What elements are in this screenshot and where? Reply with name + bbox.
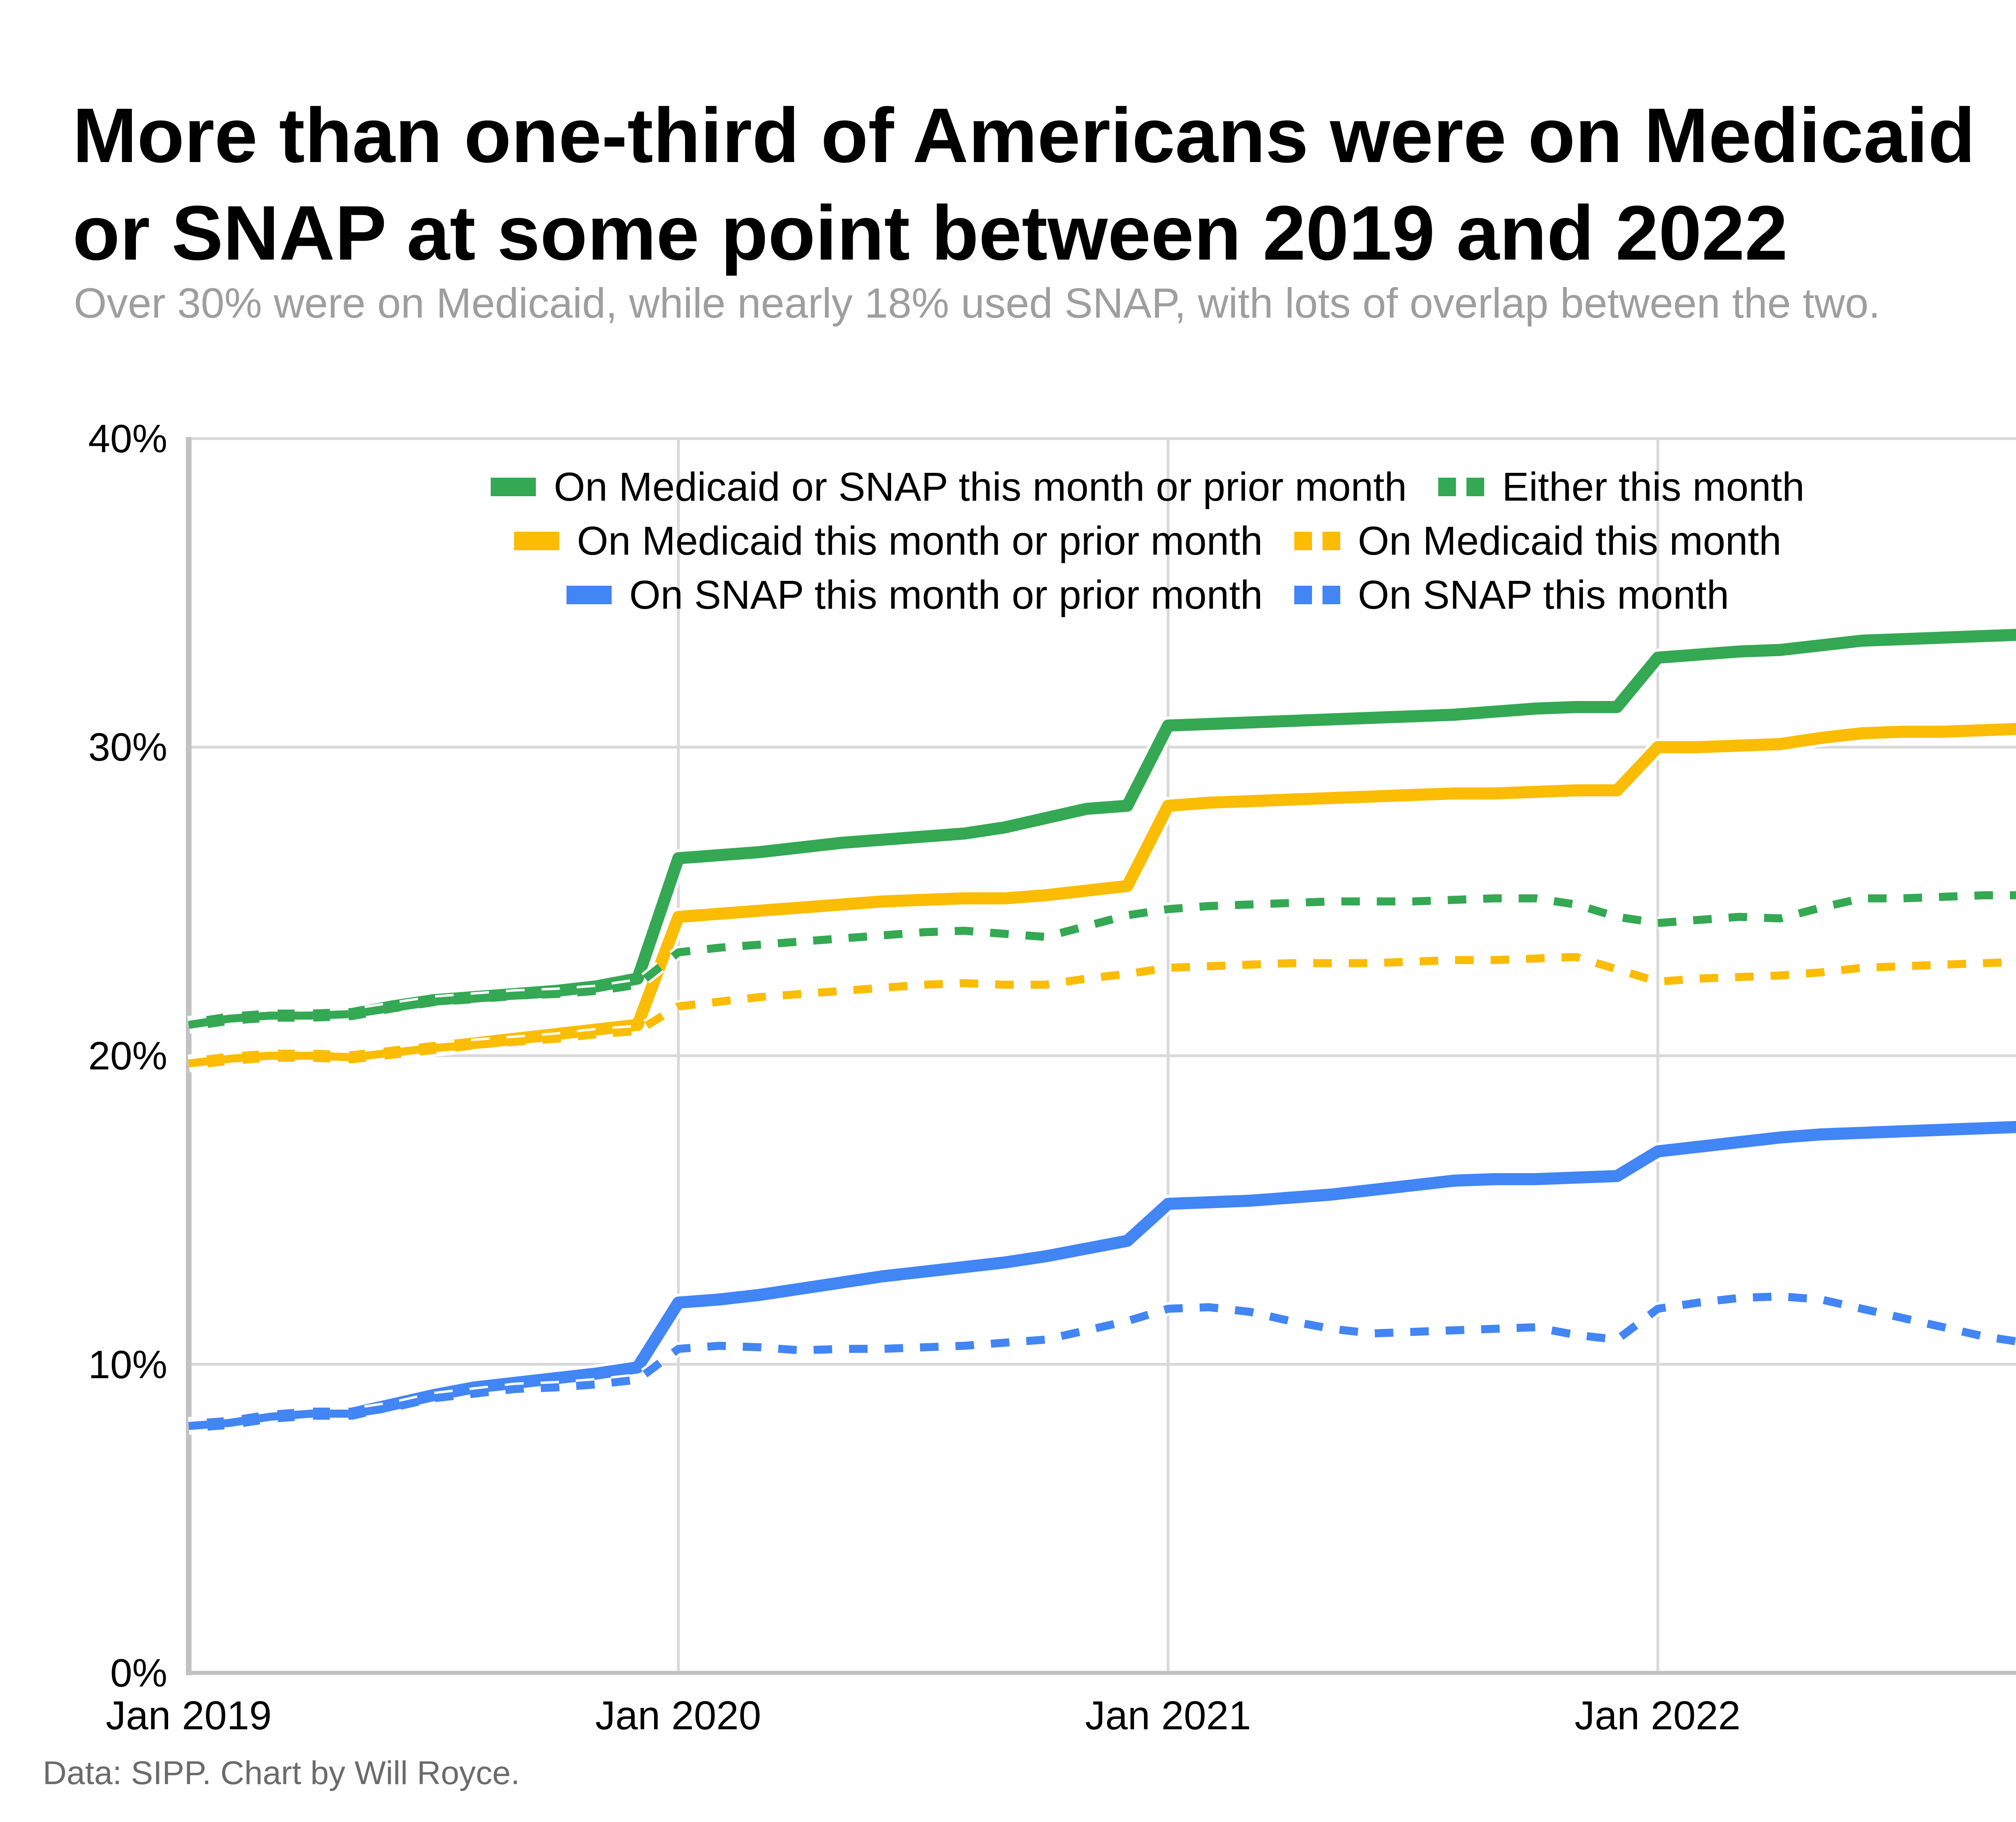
x-tick-jan-2022: Jan 2022 [1574, 1693, 1741, 1738]
y-tick-0: 0% [110, 1651, 167, 1695]
legend-row-either: On Medicaid or SNAP this month or prior … [189, 464, 2016, 510]
legend-label-snap-this-month: On SNAP this month [1358, 572, 1729, 618]
legend-swatch-solid-blue [566, 586, 612, 604]
legend-swatch-dotted-green [1438, 478, 1485, 496]
y-tick-20: 20% [88, 1034, 167, 1078]
x-tick-jan-2021: Jan 2021 [1085, 1693, 1251, 1738]
legend-label-either-this-month: Either this month [1502, 464, 1805, 510]
legend-label-medicaid-this-month: On Medicaid this month [1358, 518, 1782, 564]
legend-swatch-solid-yellow [514, 532, 559, 550]
x-tick-jan-2019: Jan 2019 [106, 1693, 272, 1738]
y-tick-10: 10% [88, 1342, 167, 1387]
legend-swatch-solid-green [491, 478, 536, 496]
x-tick-jan-2020: Jan 2020 [595, 1693, 761, 1738]
footer-note: Data: SIPP. Chart by Will Royce. [43, 1755, 520, 1791]
chart-title: More than one-third of Americans were on… [73, 92, 1975, 276]
legend-swatch-dotted-blue [1294, 586, 1340, 604]
legend-row-medicaid: On Medicaid this month or prior month On… [189, 518, 2016, 564]
y-tick-40: 40% [88, 416, 167, 461]
legend-label-medicaid-or-snap-cumulative: On Medicaid or SNAP this month or prior … [554, 464, 1407, 510]
legend-row-snap: On SNAP this month or prior month On SNA… [189, 572, 2016, 618]
legend-label-medicaid-cumulative: On Medicaid this month or prior month [577, 518, 1263, 564]
y-tick-30: 30% [88, 725, 167, 769]
legend-swatch-dotted-yellow [1294, 532, 1340, 550]
chart-legend: On Medicaid or SNAP this month or prior … [189, 464, 2016, 618]
chart-subtitle: Over 30% were on Medicaid, while nearly … [74, 280, 1881, 327]
legend-label-snap-cumulative: On SNAP this month or prior month [629, 572, 1263, 618]
